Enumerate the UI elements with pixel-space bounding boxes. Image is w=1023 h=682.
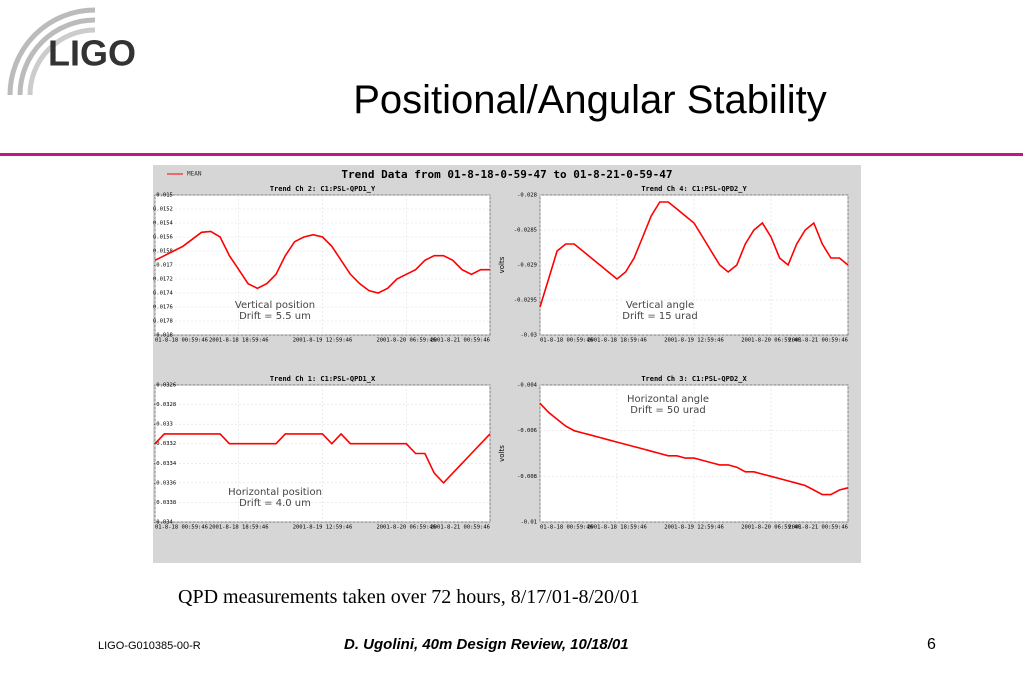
footer-author: D. Ugolini, 40m Design Review, 10/18/01 bbox=[344, 636, 629, 653]
y-tick-label: -0.028 bbox=[517, 193, 537, 199]
x-tick-label: 2001-8-20 06:59:46 bbox=[741, 525, 801, 531]
x-tick-label: 2001-8-21 00:59:46 bbox=[788, 338, 848, 344]
y-tick-label: 0.0174 bbox=[153, 291, 174, 297]
y-tick-label: -0.0328 bbox=[153, 402, 176, 408]
y-tick-label: -0.006 bbox=[517, 428, 537, 434]
annotation: Vertical position bbox=[235, 300, 315, 311]
x-tick-label: 2001-8-19 12:59:46 bbox=[664, 525, 724, 531]
x-tick-label: 2001-8-18 18:59:46 bbox=[587, 338, 647, 344]
trend-line bbox=[154, 432, 491, 485]
logo: LIGO bbox=[7, 7, 136, 96]
x-tick-label: 2001-8-21 00:59:46 bbox=[430, 525, 490, 531]
y-tick-label: 0.0176 bbox=[153, 305, 173, 311]
x-tick-label: 01-8-18 00:59:46 bbox=[155, 338, 208, 344]
y-tick-label: -0.0334 bbox=[153, 461, 177, 467]
annotation: Horizontal position bbox=[228, 487, 322, 498]
chart-title: Trend Ch 1: C1:PSL-QPD1_X bbox=[270, 375, 376, 383]
y-tick-label: -0.0332 bbox=[153, 441, 176, 447]
trend-line bbox=[539, 402, 849, 496]
y-tick-label: -0.015 bbox=[153, 193, 173, 199]
footer-id: LIGO-G010385-00-R bbox=[98, 640, 201, 652]
annotation: Drift = 4.0 um bbox=[239, 498, 311, 509]
y-tick-label: -0.004 bbox=[517, 383, 538, 389]
y-tick-label: 0.0152 bbox=[153, 207, 173, 213]
page-number: 6 bbox=[927, 636, 936, 653]
x-tick-label: 01-8-18 00:59:46 bbox=[540, 525, 593, 531]
y-tick-label: -0.018 bbox=[153, 333, 173, 339]
y-tick-label: -0.033 bbox=[153, 422, 173, 428]
figure: Trend Data from 01-8-18-0-59-47 to 01-8-… bbox=[153, 165, 861, 563]
legend-label: MEAN bbox=[187, 171, 202, 178]
y-tick-label: 0.0172 bbox=[153, 277, 173, 283]
y-tick-label: -0.0326 bbox=[153, 383, 176, 389]
logo-text: LIGO bbox=[48, 33, 136, 74]
chart-title: Trend Ch 4: C1:PSL-QPD2_Y bbox=[641, 185, 747, 193]
x-tick-label: 2001-8-18 18:59:46 bbox=[209, 525, 269, 531]
annotation: Drift = 50 urad bbox=[630, 405, 705, 416]
y-tick-label: -0.03 bbox=[520, 333, 537, 339]
y-axis-label: volts bbox=[498, 256, 506, 273]
chart-title: Trend Ch 3: C1:PSL-QPD2_X bbox=[641, 375, 747, 383]
y-tick-label: -0.0336 bbox=[153, 480, 176, 486]
x-tick-label: 2001-8-19 12:59:46 bbox=[664, 338, 724, 344]
x-tick-label: 2001-8-21 00:59:46 bbox=[430, 338, 490, 344]
caption: QPD measurements taken over 72 hours, 8/… bbox=[178, 586, 640, 608]
x-tick-label: 2001-8-20 06:59:46 bbox=[376, 525, 436, 531]
figure-title: Trend Data from 01-8-18-0-59-47 to 01-8-… bbox=[341, 168, 672, 181]
divider bbox=[0, 153, 1023, 156]
annotation: Horizontal angle bbox=[627, 394, 709, 405]
y-tick-label: -0.017 bbox=[153, 263, 173, 269]
trend-line bbox=[154, 230, 490, 294]
x-tick-label: 01-8-18 00:59:46 bbox=[155, 525, 208, 531]
y-tick-label: -0.008 bbox=[517, 474, 537, 480]
annotation: Vertical angle bbox=[626, 300, 694, 311]
x-tick-label: 01-8-18 00:59:46 bbox=[540, 338, 593, 344]
chart-title: Trend Ch 2: C1:PSL-QPD1_Y bbox=[270, 185, 376, 193]
slide-title: Positional/Angular Stability bbox=[353, 78, 827, 122]
y-tick-label: -0.034 bbox=[153, 520, 174, 526]
x-tick-label: 2001-8-20 06:59:46 bbox=[741, 338, 801, 344]
trend-line bbox=[539, 201, 849, 308]
y-axis-label: volts bbox=[498, 445, 506, 462]
y-tick-label: -0.029 bbox=[517, 263, 537, 269]
x-tick-label: 2001-8-19 12:59:46 bbox=[293, 525, 353, 531]
x-tick-label: 2001-8-21 00:59:46 bbox=[788, 525, 848, 531]
x-tick-label: 2001-8-19 12:59:46 bbox=[293, 338, 353, 344]
y-tick-label: 0.0158 bbox=[153, 249, 173, 255]
annotation: Drift = 15 urad bbox=[622, 311, 697, 322]
annotation: Drift = 5.5 um bbox=[239, 311, 311, 322]
y-tick-label: -0.0285 bbox=[514, 228, 537, 234]
y-tick-label: -0.0295 bbox=[514, 298, 537, 304]
x-tick-label: 2001-8-18 18:59:46 bbox=[209, 338, 269, 344]
y-tick-label: 0.0156 bbox=[153, 235, 173, 241]
y-tick-label: -0.01 bbox=[520, 520, 537, 526]
y-tick-label: 0.0178 bbox=[153, 319, 173, 325]
x-tick-label: 2001-8-18 18:59:46 bbox=[587, 525, 647, 531]
x-tick-label: 2001-8-20 06:59:46 bbox=[376, 338, 436, 344]
y-tick-label: -0.0338 bbox=[153, 500, 176, 506]
y-tick-label: 0.0154 bbox=[153, 221, 174, 227]
